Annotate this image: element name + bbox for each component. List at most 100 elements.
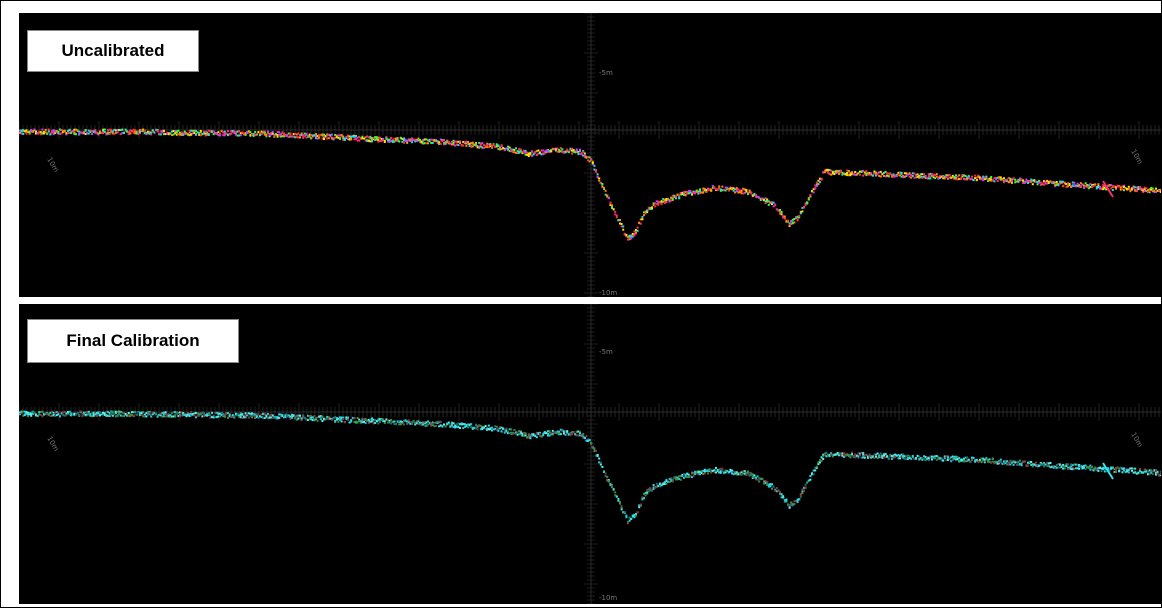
final-calibration-point [499,427,501,430]
final-calibration-point [356,417,359,419]
final-calibration-point [727,471,730,474]
final-calibration-point [1091,468,1093,471]
final-calibration-point [804,486,807,489]
final-calibration-point [401,421,404,424]
final-calibration-point [643,492,645,495]
final-calibration-point [681,475,684,478]
final-calibration-label: Final Calibration [27,319,239,363]
final-calibration-point [31,411,34,414]
final-calibration-point [940,458,943,461]
final-calibration-point [767,483,770,486]
uncalibrated-point [43,131,45,134]
final-calibration-point [819,461,821,464]
final-calibration-point [52,414,55,417]
uncalibrated-point [846,169,849,172]
final-calibration-point [59,415,61,418]
final-calibration-point [1105,470,1108,473]
final-calibration-point [699,473,701,476]
uncalibrated-point [1022,182,1025,184]
uncalibrated-point [391,140,394,143]
uncalibrated-point [1097,185,1100,187]
final-calibration-point [467,426,469,429]
final-calibration-point [420,422,423,425]
uncalibrated-point [492,144,495,147]
uncalibrated-point [897,174,900,177]
final-calibration-point [982,459,985,462]
final-calibration-point [166,413,169,416]
uncalibrated-point [476,146,479,149]
final-calibration-point [1079,464,1082,467]
uncalibrated-point [1127,187,1130,190]
final-calibration-point [1006,463,1009,466]
final-calibration-point [68,410,71,413]
uncalibrated-point [1014,178,1017,181]
final-calibration-point [1115,467,1117,469]
final-calibration-point [228,413,231,416]
final-calibration-point [289,417,292,420]
uncalibrated-point [57,130,60,133]
final-calibration-point [172,415,175,418]
uncalibrated-point [265,135,268,138]
final-calibration-point [599,461,602,464]
uncalibrated-point [910,174,913,177]
final-calibration-point [91,415,93,418]
final-calibration-point [1116,466,1119,469]
uncalibrated-point [548,149,551,152]
final-calibration-point [302,416,305,419]
final-calibration-point [356,421,359,424]
final-calibration-point [1137,471,1140,474]
uncalibrated-point [355,138,357,140]
uncalibrated-point [513,151,516,154]
uncalibrated-point [475,143,477,146]
final-calibration-point [964,460,967,463]
final-calibration-point [753,474,756,477]
final-calibration-point [43,413,45,416]
uncalibrated-point [745,189,748,192]
uncalibrated-point [571,149,573,152]
final-calibration-point [675,478,677,481]
uncalibrated-point [347,134,349,137]
final-calibration-point [878,454,881,457]
final-calibration-point [663,483,666,485]
uncalibrated-point [495,144,498,147]
uncalibrated-point [524,151,527,154]
uncalibrated-point [1086,185,1089,188]
final-calibration-point [1089,464,1092,467]
uncalibrated-point [783,215,786,218]
uncalibrated-point [302,136,305,139]
final-calibration-point [203,415,205,418]
uncalibrated-point [209,130,212,133]
final-calibration-point [1070,468,1073,470]
uncalibrated-point [918,176,921,179]
uncalibrated-point [860,170,863,173]
final-calibration-point [1009,460,1012,463]
uncalibrated-point [1007,181,1010,184]
uncalibrated-point [535,150,538,153]
uncalibrated-point [967,176,970,179]
final-calibration-point [619,501,621,503]
uncalibrated-upper-scale-label: -5m [599,69,613,77]
final-calibration-point [670,477,673,480]
uncalibrated-point [374,136,377,139]
final-calibration-point [516,431,519,434]
uncalibrated-point [337,134,340,137]
final-calibration-point [97,413,100,416]
uncalibrated-point [231,131,234,133]
final-calibration-point [1041,463,1044,466]
final-calibration-point [1155,469,1157,472]
uncalibrated-point [915,173,917,176]
uncalibrated-point [748,189,751,192]
final-calibration-point [68,413,71,416]
final-calibration-point [1009,463,1012,466]
final-calibration-point [660,482,663,485]
uncalibrated-point [308,135,311,138]
uncalibrated-point [817,183,820,186]
final-calibration-point [286,413,289,416]
final-calibration-point [707,470,709,472]
final-calibration-point [983,459,986,462]
uncalibrated-point [796,219,799,222]
uncalibrated-point [947,177,949,180]
final-calibration-point [204,414,207,417]
uncalibrated-point [1091,184,1093,186]
uncalibrated-point [622,225,625,228]
